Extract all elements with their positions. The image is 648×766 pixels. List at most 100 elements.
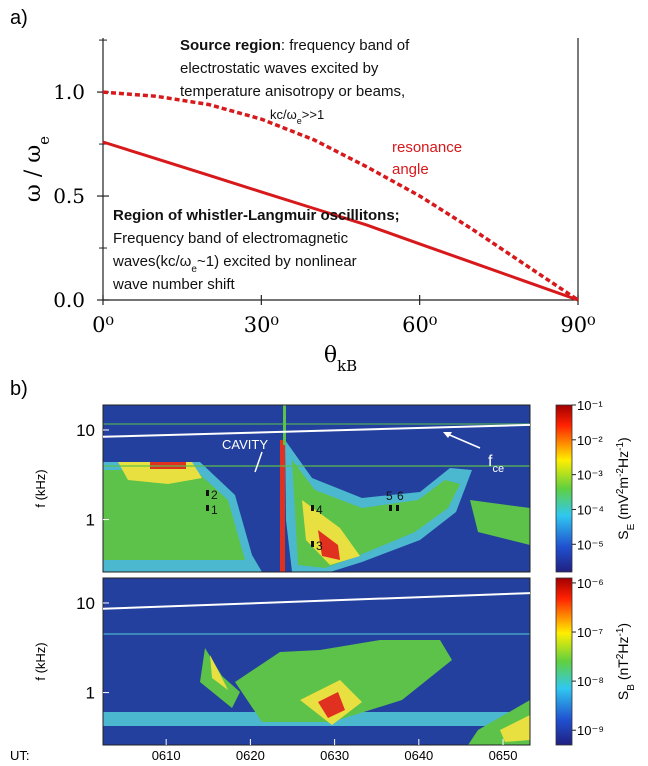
colorbar-tick-label: 10⁻⁴ xyxy=(577,502,604,517)
y-tick-label: 10 xyxy=(76,594,95,613)
marker xyxy=(311,505,314,511)
panel-label: b) xyxy=(10,378,28,400)
colorbar-label-part: -1 xyxy=(615,627,626,636)
annotation-part: : frequency band of xyxy=(281,37,410,54)
annotation-part: Frequency band of electromagnetic xyxy=(113,230,349,247)
colorbar-tick-label: 10⁻⁷ xyxy=(577,625,603,640)
panel-label: a) xyxy=(10,7,28,29)
fce-line xyxy=(102,423,531,438)
x-tick-label: 0630 xyxy=(320,748,349,763)
x-tick-label: 90⁰ xyxy=(560,313,595,337)
annotation: 5 xyxy=(386,489,393,503)
annotation-part: >>1 xyxy=(302,107,324,122)
annotation: waves(kc/ωe~1) excited by nonlinear xyxy=(112,253,357,275)
marker xyxy=(206,505,209,511)
x-axis-label-part: θ xyxy=(324,343,337,368)
colorbar-tick-label: 10⁻¹ xyxy=(577,398,603,413)
colorbar-label-part: B xyxy=(626,684,637,691)
annotation-part: kc/ω xyxy=(270,107,297,122)
annotation: fce xyxy=(488,453,504,475)
colorbar-tick-label: 10⁻⁹ xyxy=(577,723,604,738)
colorbar-tick-label: 10⁻² xyxy=(577,433,603,448)
colorbar-label-part: 2 xyxy=(615,653,626,659)
spectrogram-b-image xyxy=(103,578,530,745)
colorbar-label-part: 2 xyxy=(615,488,626,494)
annotation-part: electrostatic waves excited by xyxy=(180,60,379,77)
annotation: CAVITY xyxy=(222,437,268,452)
y-axis-label-part: ω / ω xyxy=(21,145,46,202)
colorbar-label-part: -1 xyxy=(615,442,626,451)
annotation: temperature anisotropy or beams, xyxy=(180,83,405,100)
colorbar-tick-label: 10⁻⁸ xyxy=(577,674,604,689)
x-tick-label: 60⁰ xyxy=(402,313,437,337)
annotation: 6 xyxy=(397,489,404,503)
marker xyxy=(206,490,209,496)
x-tick-label: 0640 xyxy=(404,748,433,763)
x-axis-label-part: kB xyxy=(337,357,357,375)
colorbar-label-part: Hz xyxy=(615,636,631,653)
plot-frame xyxy=(102,404,531,573)
y-tick-label: 1 xyxy=(86,511,95,530)
annotation-part: wave number shift xyxy=(112,276,236,293)
spectrogram-e-image xyxy=(103,405,530,572)
y-axis-label: ω / ωe xyxy=(21,136,53,202)
annotation: 1 xyxy=(211,503,218,517)
annotation-part: e xyxy=(191,264,197,275)
colorbar-label-part: (nT xyxy=(615,659,631,684)
annotation: angle xyxy=(392,161,429,178)
annotation-part: e xyxy=(297,116,302,126)
fce-pointer xyxy=(444,432,481,449)
plot-frame xyxy=(102,577,531,746)
y-tick-label: 10 xyxy=(76,421,95,440)
colorbar-label-part: ) xyxy=(615,623,631,628)
marker xyxy=(311,541,314,547)
annotation: electrostatic waves excited by xyxy=(180,60,379,77)
x-tick-label: 30⁰ xyxy=(244,313,279,337)
annotation: 2 xyxy=(211,488,218,502)
annotation-part: angle xyxy=(392,161,429,178)
colorbar-label: SE (mV2m-2Hz-1) xyxy=(615,437,637,539)
annotation-part: f xyxy=(488,453,493,470)
annotation: resonance xyxy=(392,139,462,156)
y-tick-label: 0.0 xyxy=(53,288,85,312)
marker xyxy=(396,505,399,511)
colorbar-label-part: m xyxy=(615,477,631,489)
annotation-part: resonance xyxy=(392,139,462,156)
annotation: wave number shift xyxy=(112,276,236,293)
annotation: kc/ωe>>1 xyxy=(270,107,324,126)
colorbar-label-part: E xyxy=(626,523,637,530)
colorbar-label-part: S xyxy=(615,691,631,700)
colorbar-label-part: -2 xyxy=(615,468,626,477)
colorbar-label: SB (nT2Hz-1) xyxy=(615,623,637,700)
annotation-part: waves(kc/ω xyxy=(112,253,192,270)
fce-arrowhead xyxy=(443,432,452,438)
x-tick-label: 0650 xyxy=(489,748,518,763)
x-tick-label: 0620 xyxy=(236,748,265,763)
x-axis-label: θkB xyxy=(324,343,357,375)
colorbar-b xyxy=(555,577,573,746)
y-axis-label-part: e xyxy=(35,136,53,145)
colorbar-label-part: S xyxy=(615,530,631,539)
data-line xyxy=(102,140,579,302)
colorbar-tick-label: 10⁻⁶ xyxy=(577,576,604,591)
y-tick-label: 1 xyxy=(86,684,95,703)
x-axis-label: UT: xyxy=(10,748,30,763)
y-tick-label: 0.5 xyxy=(53,184,85,208)
annotation: 4 xyxy=(316,503,323,517)
colorbar-tick-label: 10⁻⁵ xyxy=(577,537,604,552)
colorbar-label-part: (mV xyxy=(615,493,631,523)
colorbar-label-part: ) xyxy=(615,437,631,442)
colorbar-label-part: Hz xyxy=(615,451,631,468)
x-tick-label: 0610 xyxy=(152,748,181,763)
annotation-part: Source region xyxy=(180,37,281,54)
colorbar-tick-label: 10⁻³ xyxy=(577,468,603,483)
y-tick-label: 1.0 xyxy=(53,80,85,104)
marker xyxy=(389,505,392,511)
annotation: Source region: frequency band of xyxy=(180,37,410,54)
annotation-part: ~1) excited by nonlinear xyxy=(197,253,357,270)
annotation-part: ce xyxy=(492,463,504,475)
annotation-part: temperature anisotropy or beams, xyxy=(180,83,405,100)
annotation-part: Region of whistler-Langmuir oscillitons; xyxy=(113,207,400,224)
